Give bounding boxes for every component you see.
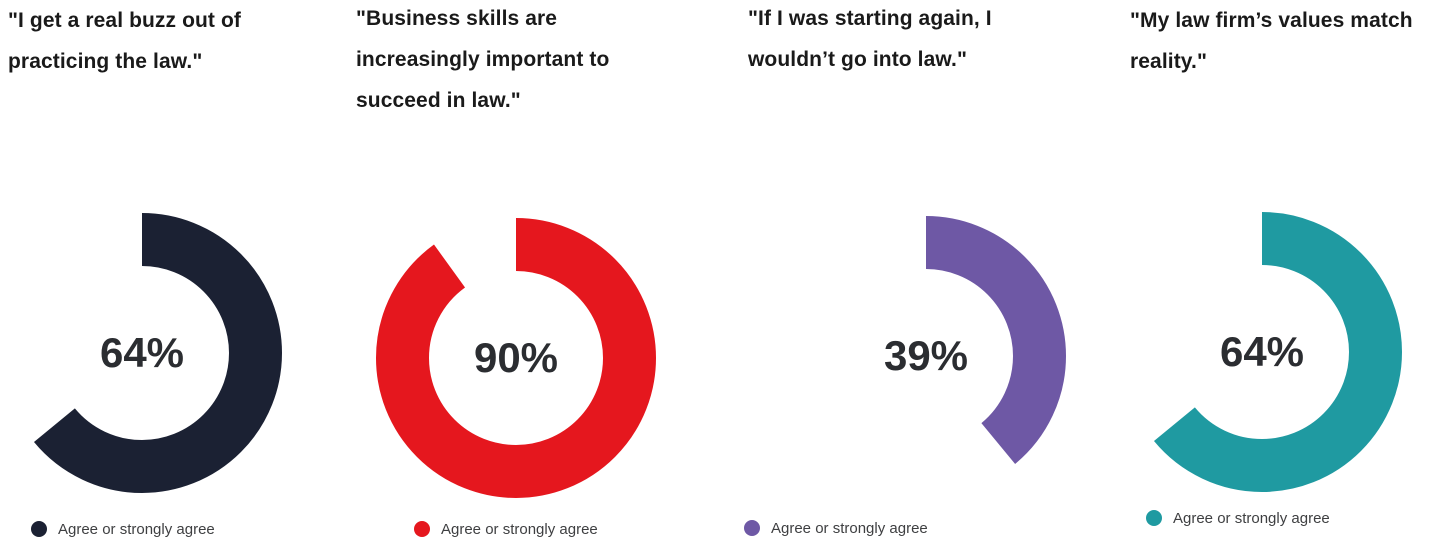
- legend-dot-1: [31, 521, 47, 537]
- quote-text-1: "I get a real buzz out of practicing the…: [8, 9, 241, 73]
- legend-3: Agree or strongly agree: [744, 519, 928, 537]
- legend-2: Agree or strongly agree: [414, 520, 598, 538]
- donut-chart-4: [1122, 212, 1402, 492]
- legend-label-4: Agree or strongly agree: [1173, 509, 1330, 527]
- legend-1: Agree or strongly agree: [31, 520, 215, 538]
- donut-value-label-4: 64%: [1219, 328, 1305, 375]
- quote-text-2: "Business skills are increasingly import…: [356, 7, 610, 112]
- legend-label-2: Agree or strongly agree: [441, 520, 598, 538]
- donut-chart-1: [2, 213, 282, 493]
- legend-4: Agree or strongly agree: [1146, 509, 1330, 527]
- legend-label-1: Agree or strongly agree: [58, 520, 215, 538]
- donut-chart-3: [786, 216, 1066, 496]
- quote-text-4: "My law firm’s values match reality.": [1130, 9, 1413, 73]
- donut-chart-2: [376, 218, 656, 498]
- legend-dot-2: [414, 521, 430, 537]
- quote-text-3: "If I was starting again, I wouldn’t go …: [748, 7, 992, 71]
- donut-value-label-1: 64%: [99, 329, 185, 376]
- legend-label-3: Agree or strongly agree: [771, 519, 928, 537]
- legend-dot-3: [744, 520, 760, 536]
- donut-value-label-3: 39%: [883, 332, 969, 379]
- legend-dot-4: [1146, 510, 1162, 526]
- donut-value-label-2: 90%: [473, 334, 559, 381]
